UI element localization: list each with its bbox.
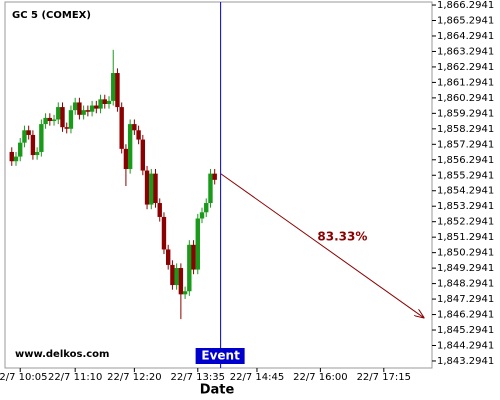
y-tick-label: 1,863.2941 bbox=[437, 46, 494, 57]
y-tick-label: 1,844.2941 bbox=[437, 340, 494, 351]
x-tick-label: 22/7 11:10 bbox=[48, 372, 102, 383]
plot-area bbox=[4, 1, 433, 369]
x-tick-label: 22/7 12:20 bbox=[107, 372, 161, 383]
event-label: Event bbox=[201, 349, 240, 363]
candle-body bbox=[119, 107, 124, 149]
candle-body bbox=[64, 127, 69, 129]
y-tick-label: 1,854.2941 bbox=[437, 186, 494, 197]
candle-body bbox=[115, 73, 120, 108]
y-tick-label: 1,856.2941 bbox=[437, 155, 494, 166]
y-tick-label: 1,865.2941 bbox=[437, 16, 494, 27]
y-tick-label: 1,853.2941 bbox=[437, 201, 494, 212]
candle-body bbox=[51, 119, 57, 122]
y-tick-label: 1,850.2941 bbox=[437, 248, 494, 259]
candle-body bbox=[153, 173, 158, 204]
x-tick-label: 22/7 13:35 bbox=[171, 372, 225, 383]
y-tick-label: 1,859.2941 bbox=[437, 108, 494, 119]
x-axis-title: Date bbox=[200, 383, 235, 398]
candle-body bbox=[127, 124, 133, 169]
candle-body bbox=[191, 244, 196, 270]
candle-body bbox=[34, 151, 40, 156]
y-tick-label: 1,860.2941 bbox=[437, 93, 494, 104]
y-tick-label: 1,851.2941 bbox=[437, 232, 494, 243]
y-tick-label: 1,855.2941 bbox=[437, 170, 494, 181]
y-tick-label: 1,852.2941 bbox=[437, 217, 494, 228]
projection-label: 83.33% bbox=[317, 229, 367, 243]
y-tick-label: 1,866.2941 bbox=[437, 0, 494, 11]
y-tick-label: 1,845.2941 bbox=[437, 325, 494, 336]
y-tick-label: 1,862.2941 bbox=[437, 62, 494, 73]
candle-body bbox=[111, 73, 116, 101]
candle-body bbox=[56, 107, 61, 120]
candle-body bbox=[68, 110, 74, 129]
x-tick-label: 22/7 10:05 bbox=[0, 372, 47, 383]
candle-body bbox=[22, 130, 27, 143]
candle-body bbox=[174, 268, 179, 286]
candle-body bbox=[47, 117, 53, 122]
y-tick-label: 1,846.2941 bbox=[437, 310, 494, 321]
y-tick-label: 1,843.2941 bbox=[437, 356, 494, 367]
candle-body bbox=[195, 218, 200, 270]
y-tick-label: 1,857.2941 bbox=[437, 139, 494, 150]
candle-body bbox=[212, 173, 217, 180]
x-tick-label: 22/7 17:15 bbox=[357, 372, 411, 383]
y-tick-label: 1,849.2941 bbox=[437, 263, 494, 274]
candle-body bbox=[13, 156, 19, 162]
y-tick-label: 1,847.2941 bbox=[437, 294, 494, 305]
candle-body bbox=[199, 212, 205, 219]
candle-body bbox=[161, 216, 167, 250]
candle-body bbox=[132, 124, 137, 131]
candle-body bbox=[102, 99, 107, 104]
candle-body bbox=[140, 139, 146, 171]
event-box bbox=[195, 348, 245, 364]
y-tick-label: 1,864.2941 bbox=[437, 31, 494, 42]
candle-body bbox=[89, 105, 95, 112]
candle-body bbox=[18, 142, 23, 157]
candle-body bbox=[43, 117, 48, 125]
candle-body bbox=[81, 110, 86, 115]
candle-body bbox=[170, 264, 175, 286]
candle-body bbox=[9, 151, 14, 162]
candle-body bbox=[157, 203, 162, 217]
candle-body bbox=[60, 107, 65, 128]
x-tick-label: 22/7 14:45 bbox=[230, 372, 284, 383]
x-tick-label: 22/7 16:00 bbox=[293, 372, 347, 383]
candle-body bbox=[30, 134, 36, 156]
candle-body bbox=[94, 105, 99, 109]
candle-body bbox=[123, 148, 129, 169]
candle-body bbox=[39, 124, 44, 152]
candle-body bbox=[26, 130, 31, 135]
candle-body bbox=[187, 244, 192, 292]
candle-body bbox=[204, 203, 209, 213]
candle-body bbox=[77, 102, 82, 115]
candle-body bbox=[85, 110, 91, 112]
candle-body bbox=[182, 291, 188, 295]
chart-title: GC 5 (COMEX) bbox=[12, 10, 91, 21]
candle-body bbox=[144, 170, 150, 205]
candle-body bbox=[106, 100, 112, 104]
candle-body bbox=[98, 99, 103, 109]
y-tick-label: 1,861.2941 bbox=[437, 77, 494, 88]
candle-body bbox=[72, 102, 78, 111]
candle-body bbox=[149, 173, 154, 205]
y-tick-label: 1,848.2941 bbox=[437, 279, 494, 290]
candle-body bbox=[165, 249, 171, 265]
watermark: www.delkos.com bbox=[15, 349, 109, 360]
projection-arrow bbox=[220, 173, 424, 318]
candle-body bbox=[136, 130, 141, 140]
candle-body bbox=[208, 173, 213, 204]
y-tick-label: 1,858.2941 bbox=[437, 124, 494, 135]
candle-body bbox=[178, 268, 184, 295]
